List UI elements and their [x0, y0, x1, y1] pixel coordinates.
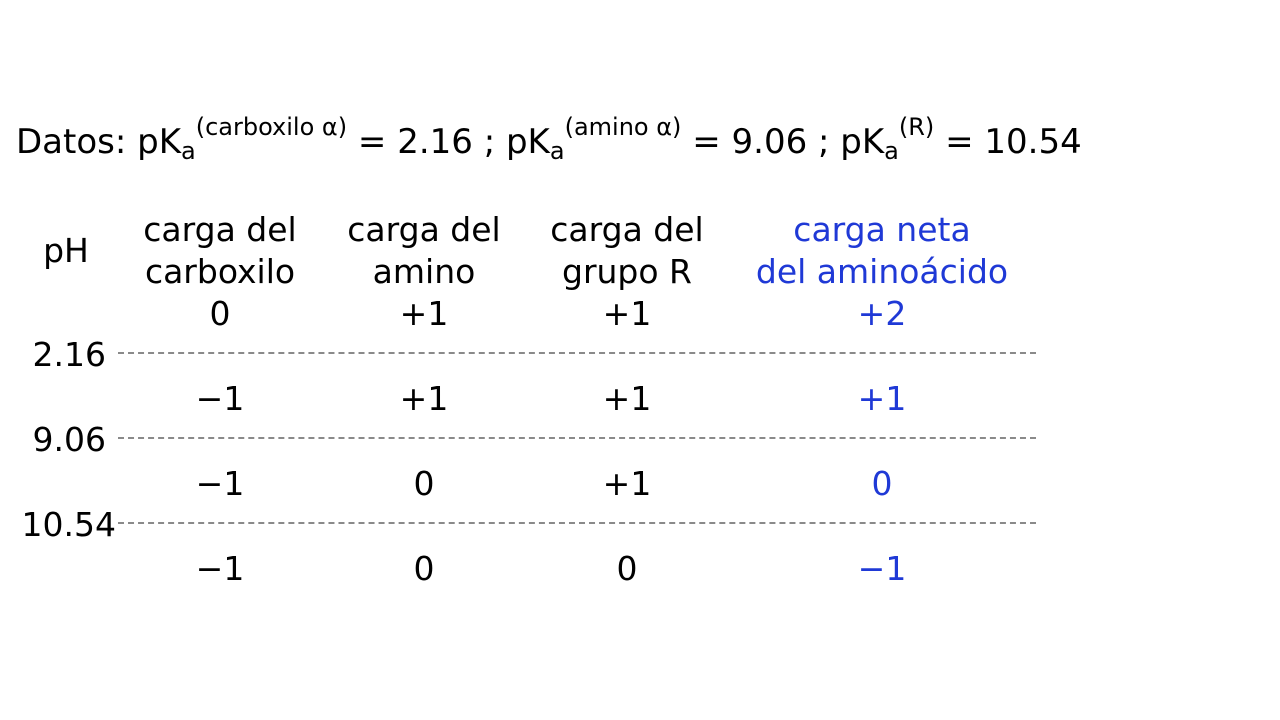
ph-boundary-2: 9.06: [32, 420, 106, 459]
row3-neta: 0: [871, 464, 893, 503]
amino-header-line1: carga del: [347, 210, 501, 249]
row2-amino: +1: [399, 379, 449, 418]
row4-carboxilo: −1: [195, 549, 245, 588]
grupo-r-header-line1: carga del: [550, 210, 704, 249]
neta-header-line1: carga neta: [793, 210, 971, 249]
row2-grupo-r: +1: [602, 379, 652, 418]
pka2-superscript: (amino α): [564, 113, 682, 141]
divider-line-3: [118, 522, 1036, 524]
row1-carboxilo: 0: [209, 294, 231, 333]
pka2-subscript: a: [549, 137, 565, 165]
row1-grupo-r: +1: [602, 294, 652, 333]
pka3-subscript: a: [884, 137, 899, 165]
divider-line-1: [118, 352, 1036, 354]
ph-header: pH: [43, 231, 89, 270]
ph-boundary-3: 10.54: [21, 505, 116, 544]
pka3-value: = 10.54: [934, 122, 1082, 162]
row1-amino: +1: [399, 294, 449, 333]
carboxilo-header-line1: carga del: [143, 210, 297, 249]
datos-label: Datos: pK: [16, 122, 182, 162]
row2-neta: +1: [857, 379, 907, 418]
row3-amino: 0: [413, 464, 435, 503]
neta-header-line2: del aminoácido: [755, 252, 1009, 291]
row2-carboxilo: −1: [195, 379, 245, 418]
row4-amino: 0: [413, 549, 435, 588]
row4-neta: −1: [857, 549, 907, 588]
pka1-subscript: a: [181, 137, 196, 165]
row4-grupo-r: 0: [616, 549, 638, 588]
pka3-superscript: (R): [898, 113, 935, 141]
amino-header-line2: amino: [372, 252, 476, 291]
pka2-value: = 9.06 ; pK: [681, 122, 885, 162]
pka1-value: = 2.16 ; pK: [347, 122, 550, 162]
row1-neta: +2: [857, 294, 907, 333]
row3-grupo-r: +1: [602, 464, 652, 503]
pka1-superscript: (carboxilo α): [195, 113, 348, 141]
grupo-r-header-line2: grupo R: [562, 252, 692, 291]
pka-data-line: Datos: pKa(carboxilo α) = 2.16 ; pKa(ami…: [16, 112, 1082, 172]
carboxilo-header-line2: carboxilo: [144, 252, 296, 291]
ph-boundary-1: 2.16: [32, 335, 106, 374]
row3-carboxilo: −1: [195, 464, 245, 503]
divider-line-2: [118, 437, 1036, 439]
